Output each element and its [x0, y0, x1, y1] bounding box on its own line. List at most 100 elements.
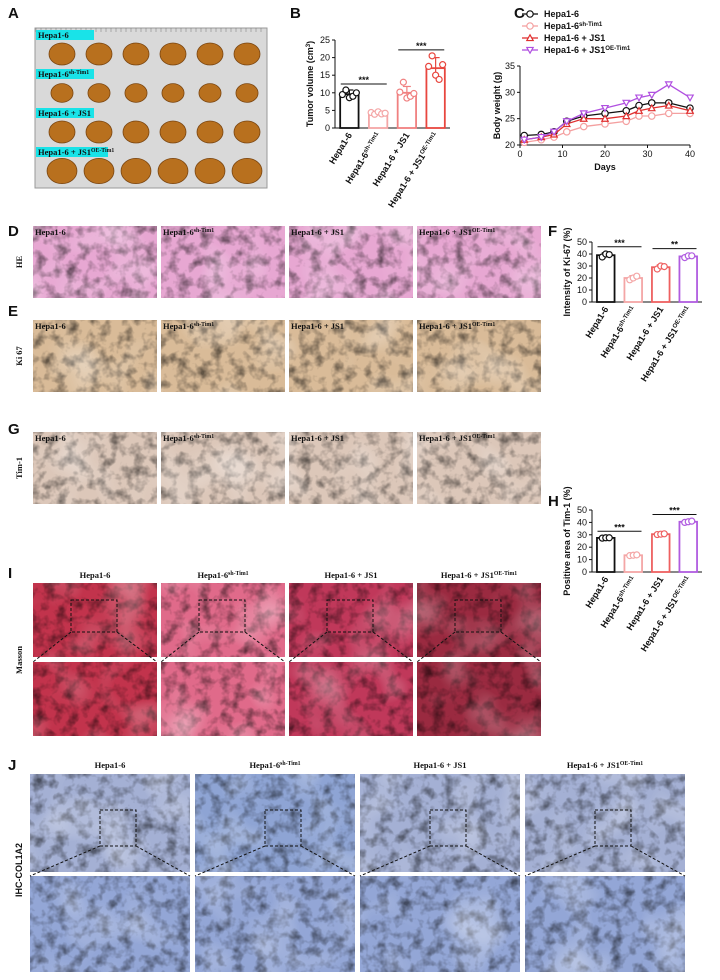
data-point [633, 272, 641, 280]
tumor [194, 157, 226, 185]
tumor [159, 120, 187, 144]
y-tick-label: 20 [320, 53, 330, 63]
legend-marker [526, 10, 534, 18]
text-part: Hepa1-6 + JS1 [544, 45, 605, 55]
superscript: OE-Tim1 [472, 322, 495, 328]
text-part: Hepa1-6 [544, 9, 579, 19]
tumor [46, 157, 78, 185]
legend-marker [526, 22, 534, 30]
micrograph-light [161, 583, 285, 657]
micrograph-light [417, 320, 541, 392]
image-label: Hepa1-6sh-Tim1 [163, 433, 214, 443]
panel-letter: C [514, 5, 525, 22]
data-point [685, 106, 695, 114]
zoom-line [160, 631, 200, 663]
text-part: Hepa1-6 [583, 305, 610, 340]
text-part: Hepa1-6 + JS1 [324, 570, 377, 580]
bar [678, 255, 698, 303]
superscript: sh-Tim1 [362, 130, 381, 154]
tumor [231, 157, 263, 185]
label-box [36, 69, 94, 79]
y-tick-label: 0 [325, 123, 330, 133]
zoom-box [429, 809, 467, 847]
text-part: Hepa1-6 [38, 30, 69, 40]
y-tick-label: 30 [577, 261, 587, 271]
y-tick-label: 15 [320, 70, 330, 80]
data-point [549, 128, 559, 137]
tumor [157, 157, 189, 185]
data-point [647, 112, 656, 120]
zoom-box [70, 599, 118, 633]
data-point [537, 133, 546, 142]
tumor [87, 83, 111, 103]
tumor [50, 83, 74, 103]
image-label: Hepa1-6 + JS1 [324, 570, 377, 580]
micrograph-light [33, 583, 157, 657]
panel-letter: I [8, 565, 12, 582]
micrograph-light [30, 876, 190, 972]
text-part: Hepa1-6 [163, 227, 194, 237]
tumor [233, 42, 261, 66]
text-part: Hepa1-6 [80, 570, 111, 580]
data-point [622, 111, 631, 120]
y-tick-label: 5 [325, 105, 330, 115]
text-part: Intensity of Ki-67 (%) [562, 227, 572, 316]
zoom-box [454, 599, 502, 633]
x-tick-label: Hepa1-6 [583, 305, 610, 340]
image-label: Hepa1-6 [35, 433, 66, 443]
micrograph-light [289, 583, 413, 657]
text-part: Positive area of Tim-1 (%) [562, 486, 572, 595]
image-label: Hepa1-6 + JS1OE-Tim1 [419, 321, 495, 331]
zoom-line [244, 631, 286, 663]
micrograph-light [417, 226, 541, 298]
micrograph-light [417, 432, 541, 504]
data-point [660, 263, 668, 271]
image-label: Hepa1-6 + JS1OE-Tim1 [567, 760, 643, 770]
data-point [634, 106, 644, 114]
tumor [124, 83, 148, 103]
tumor [120, 157, 152, 185]
data-point [605, 251, 613, 259]
x-tick-label: Hepa1-6 + JS1OE-Tim1 [638, 304, 693, 383]
data-point [562, 128, 571, 136]
superscript: sh-Tim1 [617, 574, 636, 598]
data-point [579, 122, 588, 131]
bar [596, 254, 616, 303]
zoom-box [326, 599, 374, 633]
superscript: OE-Tim1 [671, 574, 691, 599]
micrograph-light [289, 662, 413, 736]
zoom-line [135, 845, 191, 877]
micrograph-light [289, 226, 413, 298]
data-point [605, 534, 613, 542]
panel-letter: G [8, 421, 20, 438]
superscript: sh-Tim1 [617, 304, 636, 328]
superscript: OE-Tim1 [605, 45, 631, 52]
zoom-line [416, 631, 456, 663]
tumor [83, 157, 115, 185]
significance-label: *** [669, 506, 680, 516]
data-point [647, 91, 656, 100]
y-axis-label: Positive area of Tim-1 (%) [562, 486, 572, 595]
x-tick-label: Hepa1-6 + JS1OE-Tim1 [638, 574, 693, 653]
image-label: Hepa1-6sh-Tim1 [163, 321, 214, 331]
data-point [685, 94, 695, 103]
image-label: Hepa1-6 + JS1OE-Tim1 [441, 570, 517, 580]
text-part: Hepa1-6 [35, 433, 66, 443]
image-label: Hepa1-6sh-Tim1 [249, 760, 300, 770]
superscript: sh-Tim1 [280, 761, 301, 767]
legend-marker [525, 46, 535, 55]
text-part: Hepa1-6 [35, 321, 66, 331]
y-tick-label: 10 [320, 88, 330, 98]
tumor [235, 83, 259, 103]
data-point [396, 88, 404, 96]
zoom-line [359, 845, 431, 877]
image-label: Hepa1-6 [95, 760, 126, 770]
text-part: Hepa1-6 + JS1 [38, 108, 91, 118]
zoom-line [194, 845, 266, 877]
y-axis-label: Body weight (g) [492, 72, 502, 140]
micrograph-light [417, 583, 541, 657]
micrograph-light [161, 226, 285, 298]
image-label: Hepa1-6 + JS1OE-Tim1 [419, 433, 495, 443]
x-tick-label: Hepa1-6 + JS1OE-Tim1 [386, 130, 441, 209]
x-tick-label: 0 [517, 149, 522, 159]
